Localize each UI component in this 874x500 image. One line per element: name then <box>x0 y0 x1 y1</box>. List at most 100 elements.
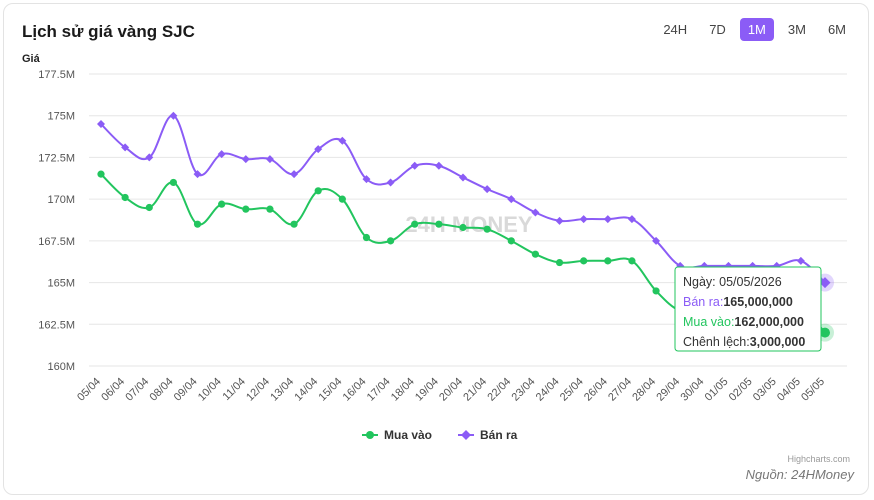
x-tick-label: 28/04 <box>630 376 658 404</box>
sell-data-point[interactable] <box>290 170 299 179</box>
buy-data-point[interactable] <box>628 257 636 265</box>
buy-data-point[interactable] <box>652 287 660 295</box>
sell-data-point[interactable] <box>507 195 516 204</box>
tooltip-date: Ngày: 05/05/2026 <box>683 275 782 289</box>
x-tick-label: 07/04 <box>123 376 151 404</box>
x-tick-label: 01/05 <box>703 376 731 404</box>
buy-data-point[interactable] <box>820 327 830 338</box>
buy-data-point[interactable] <box>266 205 274 213</box>
sell-data-point[interactable] <box>362 175 371 184</box>
buy-data-point[interactable] <box>193 220 202 228</box>
sell-data-point[interactable] <box>483 185 492 194</box>
x-tick-label: 02/05 <box>727 376 755 404</box>
legend-item-buy[interactable]: Mua vào <box>362 428 432 442</box>
buy-data-point[interactable] <box>218 200 226 208</box>
legend-label-sell: Bán ra <box>480 428 518 442</box>
highcharts-credit[interactable]: Highcharts.com <box>787 454 850 464</box>
buy-data-point[interactable] <box>580 257 588 265</box>
sell-data-point[interactable] <box>410 161 419 170</box>
buy-data-point[interactable] <box>242 205 250 213</box>
x-tick-label: 27/04 <box>606 376 634 404</box>
tooltip: Ngày: 05/05/2026 Bán ra:165,000,000 Mua … <box>674 266 822 352</box>
x-tick-label: 19/04 <box>413 376 441 404</box>
sell-data-point[interactable] <box>652 236 661 245</box>
sell-data-point[interactable] <box>121 143 130 152</box>
range-3m-button[interactable]: 3M <box>787 22 806 37</box>
x-tick-label: 17/04 <box>365 376 393 404</box>
buy-data-point[interactable] <box>531 250 540 258</box>
x-tick-label: 30/04 <box>679 376 707 404</box>
range-1m-button[interactable]: 1M <box>739 18 774 41</box>
sell-data-point[interactable] <box>265 155 274 164</box>
x-tick-label: 23/04 <box>510 376 538 404</box>
x-tick-labels: 05/0406/0407/0408/0409/0410/0411/0412/04… <box>75 376 827 404</box>
x-tick-label: 18/04 <box>389 376 417 404</box>
x-tick-label: 06/04 <box>99 376 127 404</box>
x-tick-label: 15/04 <box>317 376 345 404</box>
sell-data-point[interactable] <box>145 153 154 162</box>
chart-title: Lịch sử giá vàng SJC <box>22 22 195 41</box>
tooltip-diff-label: Chênh lệch: <box>683 335 750 349</box>
range-7d-button[interactable]: 7D <box>709 22 726 37</box>
buy-data-point[interactable] <box>483 225 491 233</box>
buy-data-point[interactable] <box>338 195 346 203</box>
buy-data-point[interactable] <box>459 223 467 232</box>
buy-data-point[interactable] <box>362 233 371 242</box>
sell-data-point[interactable] <box>627 215 636 224</box>
buy-data-point[interactable] <box>387 237 395 245</box>
sell-data-point[interactable] <box>193 170 202 179</box>
x-tick-label: 20/04 <box>437 376 465 404</box>
sell-data-point[interactable] <box>459 173 467 182</box>
x-tick-label: 29/04 <box>654 376 682 404</box>
buy-data-point[interactable] <box>121 193 129 202</box>
range-24h-button[interactable]: 24H <box>663 22 688 37</box>
tooltip-sell-label: Bán ra: <box>683 295 723 309</box>
buy-data-point[interactable] <box>97 170 105 178</box>
buy-data-point[interactable] <box>145 203 153 212</box>
tooltip-buy-label: Mua vào: <box>683 315 734 329</box>
sell-data-point[interactable] <box>97 120 105 129</box>
y-tick-label: 160M <box>47 361 75 373</box>
y-tick-label: 170M <box>47 194 75 206</box>
y-tick-labels: 160M 162.5M 165M 167.5M 170M 172.5M 175M 177.5M <box>38 69 75 373</box>
buy-data-point[interactable] <box>507 237 515 245</box>
sell-data-point[interactable] <box>579 215 588 224</box>
sell-data-point[interactable] <box>796 256 805 265</box>
x-tick-label: 12/04 <box>244 376 272 404</box>
sell-data-point[interactable] <box>241 155 250 164</box>
x-tick-label: 04/05 <box>775 376 803 404</box>
buy-data-point[interactable] <box>411 220 419 228</box>
legend-item-sell[interactable]: Bán ra <box>458 428 518 442</box>
sell-data-point[interactable] <box>603 215 612 224</box>
x-tick-label: 22/04 <box>485 376 513 404</box>
buy-data-point[interactable] <box>555 258 564 267</box>
sell-data-point[interactable] <box>819 277 831 289</box>
range-6m-button[interactable]: 6M <box>827 22 846 37</box>
sell-data-point[interactable] <box>386 178 395 187</box>
chart-card: Lịch sử giá vàng SJC 24H 7D 1M 3M 6M 24H… <box>3 3 869 495</box>
y-tick-label: 167.5M <box>38 236 75 248</box>
buy-data-point[interactable] <box>314 187 322 195</box>
tooltip-buy-value: 162,000,000 <box>734 315 804 329</box>
legend-label-buy: Mua vào <box>384 428 432 442</box>
x-tick-label: 05/04 <box>75 376 103 404</box>
x-tick-label: 21/04 <box>461 376 489 404</box>
x-tick-label: 10/04 <box>196 376 224 404</box>
buy-data-point[interactable] <box>169 178 177 187</box>
buy-data-point[interactable] <box>290 220 298 228</box>
y-tick-label: 175M <box>47 111 75 123</box>
buy-data-point[interactable] <box>604 257 612 265</box>
sell-data-point[interactable] <box>314 145 323 154</box>
x-tick-label: 03/05 <box>751 376 779 404</box>
sell-data-point[interactable] <box>338 136 347 145</box>
sell-data-point[interactable] <box>217 150 226 159</box>
sell-data-point[interactable] <box>555 216 564 225</box>
y-axis-title: Giá <box>22 53 41 65</box>
x-tick-label: 08/04 <box>148 376 176 404</box>
x-tick-label: 11/04 <box>221 376 248 403</box>
sell-data-point[interactable] <box>434 161 443 170</box>
sell-data-point[interactable] <box>531 208 540 217</box>
sell-data-point[interactable] <box>169 111 178 120</box>
x-tick-label: 14/04 <box>292 376 320 404</box>
buy-data-point[interactable] <box>435 220 443 228</box>
